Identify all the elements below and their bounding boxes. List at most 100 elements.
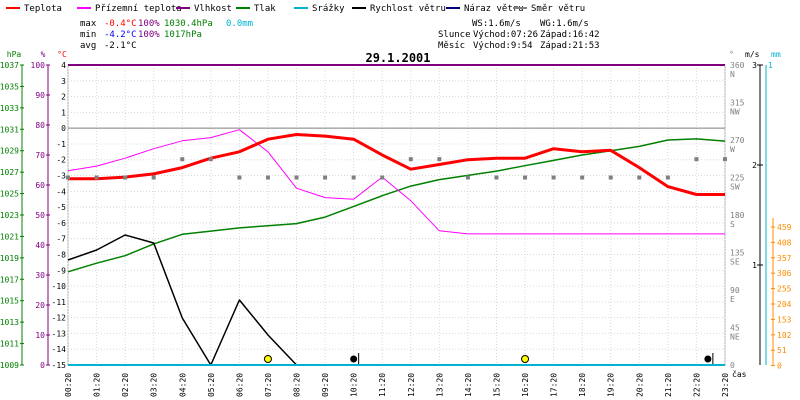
wind-direction-point (694, 157, 699, 162)
wind-direction-point (208, 157, 213, 162)
tick-label-gust: 357 (777, 254, 792, 263)
legend-label: Tlak (254, 4, 276, 14)
x-tick-label: 15:20 (492, 373, 501, 397)
tick-label-hpa: 1011 (0, 340, 19, 349)
x-tick-label: 11:20 (378, 373, 387, 397)
tick-label-temp: -11 (52, 298, 67, 307)
tick-label-gust: 102 (777, 331, 792, 340)
legend-label: Rychlost větru (370, 4, 446, 14)
x-tick-label: 20:20 (635, 373, 644, 397)
tick-label-hpa: 1019 (0, 254, 19, 263)
tick-label-pct: 80 (35, 121, 45, 130)
x-tick-label: 07:20 (264, 373, 273, 397)
tick-label-hpa: 1027 (0, 168, 19, 177)
wind-direction-point (523, 175, 528, 180)
tick-label-ms: 2 (752, 161, 757, 170)
series-line (67, 234, 298, 366)
tick-label-compass: S (730, 220, 735, 229)
tick-label-hpa: 1021 (0, 232, 19, 241)
sun-marker (521, 355, 530, 363)
tick-label-gust: 459 (777, 223, 792, 232)
wind-direction-point (465, 175, 470, 180)
stats-min-label: min (80, 30, 96, 40)
axis-label-ms: m/s (745, 50, 760, 59)
x-axis-label: čas (732, 369, 747, 379)
wind-direction-point (723, 157, 727, 162)
wind-direction-point (123, 175, 128, 180)
legend-label: Přízemní teplota (95, 4, 182, 14)
x-tick-label: 22:20 (692, 373, 701, 397)
tick-label-pct: 20 (35, 301, 45, 310)
sun-rise: Východ:07:26 (473, 30, 538, 40)
tick-label-compass: NW (730, 108, 740, 117)
wind-ws: WS:1.6m/s (472, 19, 521, 29)
tick-label-temp: -2 (56, 156, 66, 165)
stats-max-temp: -0.4°C (104, 19, 137, 29)
tick-label-compass: N (730, 70, 735, 79)
tick-label-temp: 2 (61, 93, 66, 102)
wind-wg: WG:1.6m/s (540, 19, 589, 29)
tick-label-dir: 315 (730, 99, 745, 108)
tick-label-pct: 10 (35, 331, 45, 340)
tick-label-dir: 135 (730, 249, 745, 258)
tick-label-pct: 70 (35, 151, 45, 160)
moon-label: Měsíc (438, 41, 465, 51)
tick-label-temp: -1 (56, 140, 66, 149)
tick-label-temp: -5 (56, 203, 66, 212)
axis-label-dir: ° (729, 50, 734, 59)
legend-label: Náraz větru (464, 4, 524, 14)
stats-avg-temp: -2.1°C (104, 41, 137, 51)
wind-direction-point (151, 175, 156, 180)
moon-marker (704, 355, 712, 363)
x-tick-label: 21:20 (664, 373, 673, 397)
series-line (68, 133, 725, 196)
tick-label-hpa: 1033 (0, 104, 19, 113)
tick-label-temp: -6 (56, 219, 66, 228)
tick-label-temp: -9 (56, 266, 66, 275)
stats-min-temp: -4.2°C (104, 30, 137, 40)
tick-label-gust: 255 (777, 285, 792, 294)
wind-direction-point (580, 175, 585, 180)
x-tick-label: 01:20 (93, 373, 102, 397)
legend-label: Vlhkost (194, 4, 232, 14)
tick-label-compass: SE (730, 258, 740, 267)
tick-label-hpa: 1009 (0, 361, 19, 370)
legend-label: Směr větru (531, 4, 585, 14)
tick-label-temp: 1 (61, 108, 66, 117)
legend-label: Teplota (24, 4, 62, 14)
stats-max-label: max (80, 19, 97, 29)
tick-label-pct: 60 (35, 181, 45, 190)
sun-label: Slunce (438, 30, 471, 40)
x-tick-label: 04:20 (178, 373, 187, 397)
tick-label-pct: 50 (35, 211, 45, 220)
axis-label-hpa: hPa (7, 50, 22, 59)
x-tick-label: 05:20 (207, 373, 216, 397)
tick-label-temp: -7 (56, 235, 66, 244)
stats-avg-label: avg (80, 41, 96, 51)
wind-direction-point (608, 175, 613, 180)
x-tick-label: 02:20 (121, 373, 130, 397)
series-line (67, 129, 725, 235)
moon-marker (350, 355, 358, 363)
tick-label-temp: -15 (52, 361, 67, 370)
wind-direction-point (408, 157, 413, 162)
x-tick-label: 19:20 (607, 373, 616, 397)
tick-label-compass: W (730, 145, 735, 154)
tick-label-hpa: 1035 (0, 82, 19, 91)
tick-label-compass: NE (730, 333, 740, 342)
tick-label-dir: 45 (730, 324, 740, 333)
axes: hPa1037103510331031102910271025102310211… (0, 50, 792, 397)
wind-direction-point (265, 175, 270, 180)
tick-label-temp: -8 (56, 250, 66, 259)
tick-label-gust: 204 (777, 300, 792, 309)
tick-label-dir: 90 (730, 286, 740, 295)
wind-direction-point (665, 175, 670, 180)
x-tick-label: 12:20 (407, 373, 416, 397)
tick-label-temp: -13 (52, 329, 67, 338)
stats-rain: 0.0mm (226, 19, 253, 29)
stats-max-hum: 100% (138, 19, 160, 29)
wind-sun-moon-panel: WS:1.6m/s WG:1.6m/s Slunce Východ:07:26 … (438, 19, 600, 51)
wind-direction-point (437, 157, 442, 162)
tick-label-hpa: 1025 (0, 190, 19, 199)
